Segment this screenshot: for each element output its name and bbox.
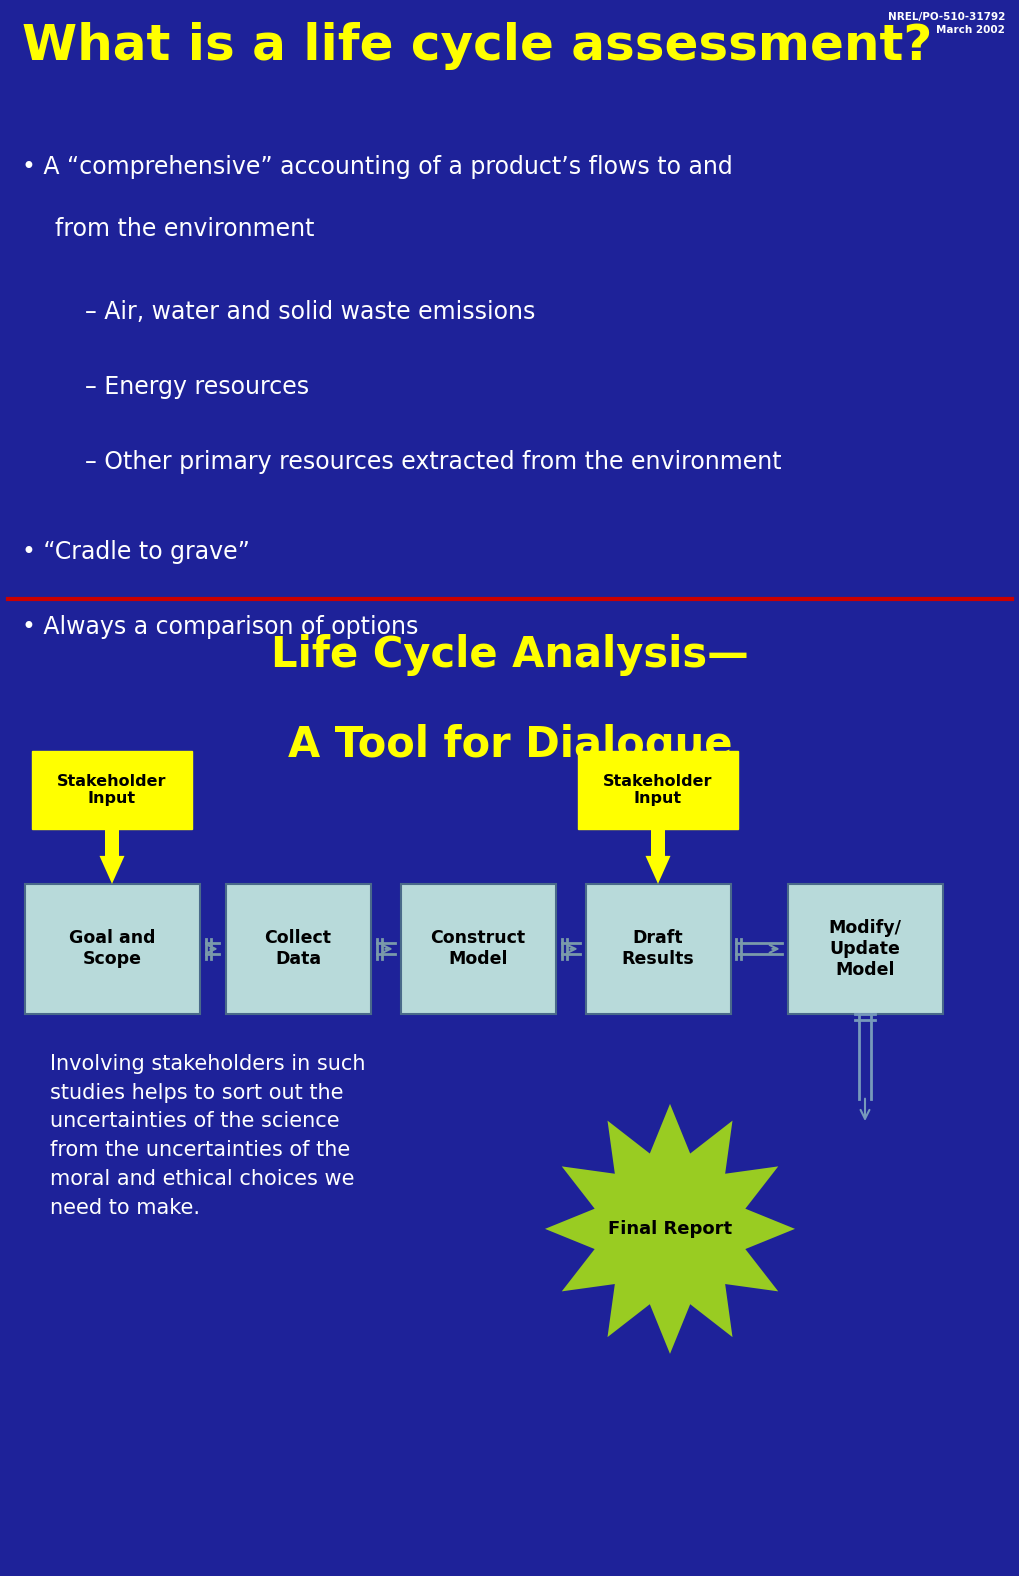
FancyBboxPatch shape xyxy=(24,884,200,1013)
FancyBboxPatch shape xyxy=(225,884,370,1013)
Text: What is a life cycle assessment?: What is a life cycle assessment? xyxy=(22,22,931,69)
Text: – Air, water and solid waste emissions: – Air, water and solid waste emissions xyxy=(85,299,535,325)
FancyBboxPatch shape xyxy=(585,884,730,1013)
FancyBboxPatch shape xyxy=(105,829,119,856)
Text: Modify/
Update
Model: Modify/ Update Model xyxy=(827,919,901,979)
Text: Final Report: Final Report xyxy=(607,1220,732,1237)
Text: from the environment: from the environment xyxy=(55,217,314,241)
FancyBboxPatch shape xyxy=(400,884,555,1013)
FancyBboxPatch shape xyxy=(650,829,664,856)
Text: Life Cycle Analysis—: Life Cycle Analysis— xyxy=(271,634,748,676)
Polygon shape xyxy=(645,856,669,884)
Polygon shape xyxy=(100,856,124,884)
Text: • “Cradle to grave”: • “Cradle to grave” xyxy=(22,541,250,564)
FancyBboxPatch shape xyxy=(787,884,942,1013)
Text: Stakeholder
Input: Stakeholder Input xyxy=(57,774,166,805)
Text: • Always a comparison of options: • Always a comparison of options xyxy=(22,615,418,638)
Text: Stakeholder
Input: Stakeholder Input xyxy=(602,774,712,805)
FancyBboxPatch shape xyxy=(578,750,738,829)
FancyBboxPatch shape xyxy=(32,750,192,829)
Text: Draft
Results: Draft Results xyxy=(621,930,694,968)
Text: Goal and
Scope: Goal and Scope xyxy=(68,930,155,968)
Polygon shape xyxy=(544,1103,794,1354)
Text: Involving stakeholders in such
studies helps to sort out the
uncertainties of th: Involving stakeholders in such studies h… xyxy=(50,1054,365,1218)
Text: Collect
Data: Collect Data xyxy=(264,930,331,968)
Text: A Tool for Dialogue: A Tool for Dialogue xyxy=(287,723,732,766)
Text: – Other primary resources extracted from the environment: – Other primary resources extracted from… xyxy=(85,451,781,474)
Text: Construct
Model: Construct Model xyxy=(430,930,525,968)
Text: • A “comprehensive” accounting of a product’s flows to and: • A “comprehensive” accounting of a prod… xyxy=(22,154,732,180)
Text: – Energy resources: – Energy resources xyxy=(85,375,309,399)
Text: NREL/PO-510-31792
March 2002: NREL/PO-510-31792 March 2002 xyxy=(887,13,1004,35)
